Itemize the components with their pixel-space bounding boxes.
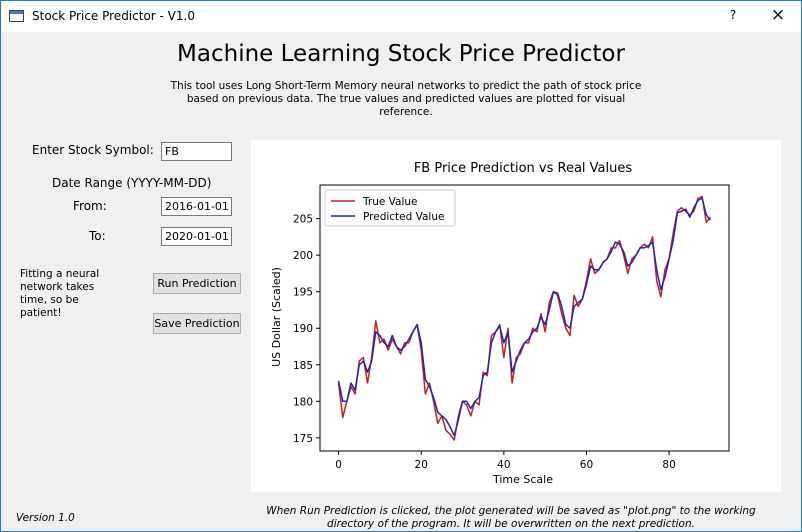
chart: FB Price Prediction vs Real Values Time … xyxy=(251,140,781,492)
close-button[interactable]: × xyxy=(770,5,786,25)
legend-box xyxy=(324,189,456,227)
x-tick-label: 40 xyxy=(497,459,510,471)
line-series xyxy=(337,195,711,441)
y-tick-label: 205 xyxy=(293,214,313,226)
version: Version 1.0 xyxy=(16,512,75,524)
app-icon xyxy=(9,10,24,22)
heading: Machine Learning Stock Price Predictor xyxy=(177,41,625,67)
from-label: From: xyxy=(73,199,107,213)
y-tick-label: 200 xyxy=(293,250,313,262)
legend-label: Predicted Value xyxy=(363,211,444,223)
y-tick-label: 175 xyxy=(293,433,313,445)
x-tick-label: 80 xyxy=(662,459,675,471)
title-bar: Stock Price Predictor - V1.0 ? × xyxy=(1,1,801,32)
chart-title: FB Price Prediction vs Real Values xyxy=(414,161,633,176)
symbol-input[interactable]: FB xyxy=(161,142,232,161)
description: This tool uses Long Short-Term Memory ne… xyxy=(170,80,642,118)
to-input[interactable]: 2020-01-01 xyxy=(161,227,232,246)
y-tick-label: 180 xyxy=(293,396,313,408)
x-axis-label: Time Scale xyxy=(492,473,553,486)
x-tick-label: 0 xyxy=(335,459,342,471)
y-tick-label: 190 xyxy=(293,323,313,335)
footer-note: When Run Prediction is clicked, the plot… xyxy=(266,505,756,530)
from-input[interactable]: 2016-01-01 xyxy=(161,197,232,216)
window-title: Stock Price Predictor - V1.0 xyxy=(32,9,195,23)
x-tick-label: 60 xyxy=(580,459,593,471)
symbol-label: Enter Stock Symbol: xyxy=(32,143,154,157)
run-button[interactable]: Run Prediction xyxy=(153,273,241,294)
note: Fitting a neural network takes time, so … xyxy=(20,268,100,319)
date-range-label: Date Range (YYYY-MM-DD) xyxy=(52,176,212,190)
plot-frame xyxy=(319,184,730,452)
help-button[interactable]: ? xyxy=(729,8,737,22)
to-label: To: xyxy=(89,229,106,243)
save-button[interactable]: Save Prediction xyxy=(153,313,241,334)
y-tick-label: 185 xyxy=(293,360,313,372)
legend-label: True Value xyxy=(362,196,417,208)
y-tick-label: 195 xyxy=(293,287,313,299)
line-series xyxy=(337,197,711,437)
x-tick-label: 20 xyxy=(415,459,428,471)
y-axis-label: US Dollar (Scaled) xyxy=(270,267,283,367)
